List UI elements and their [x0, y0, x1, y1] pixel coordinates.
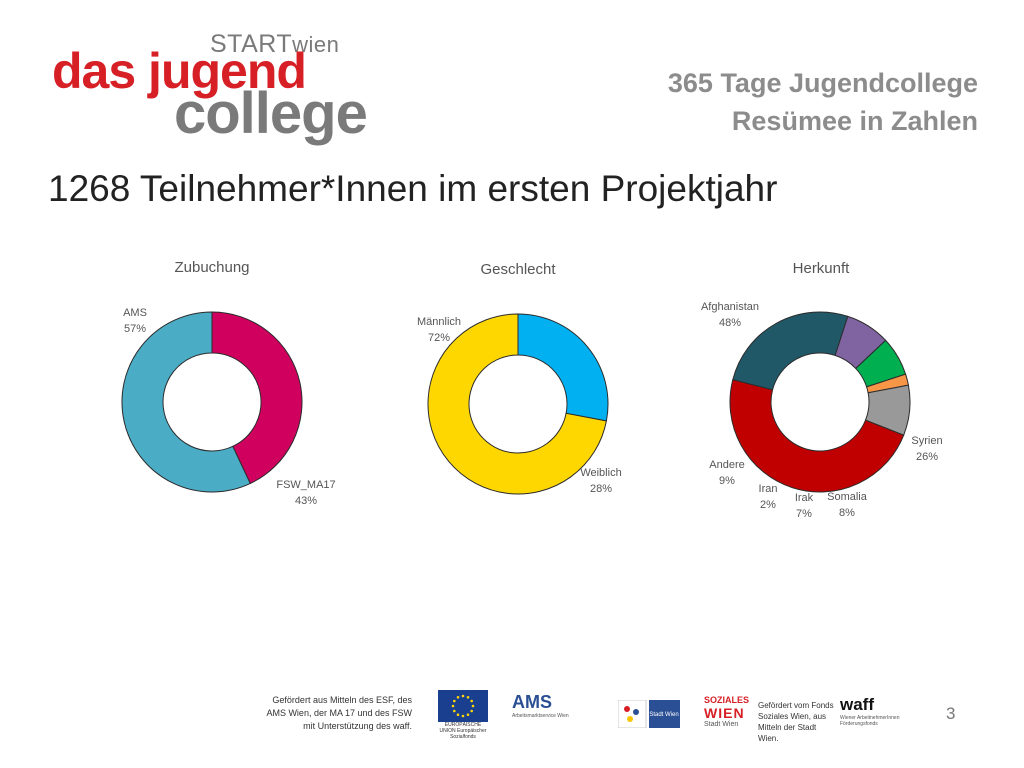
header-subtitle: 365 Tage Jugendcollege Resümee in Zahlen: [668, 64, 978, 140]
donut-slice-männlich: [427, 313, 607, 495]
waff-text: waff: [840, 695, 874, 714]
eu-logo: EUROPÄISCHE UNION Europäischer Sozialfon…: [438, 690, 488, 740]
sw-caption: Gefördert vom Fonds Soziales Wien, aus M…: [758, 701, 834, 743]
label-andere: Andere 9%: [709, 459, 745, 487]
chart-title-herkunft: Herkunft: [792, 260, 850, 277]
header-line-1: 365 Tage Jugendcollege: [667, 68, 978, 98]
donut-slice-ams: [121, 311, 251, 493]
stadt-wien-logos: Stadt Wien: [617, 699, 680, 729]
donut-slice-afghanistan: [729, 379, 905, 493]
waff-logo: waff Wiener ArbeitnehmerInnen Förderungs…: [840, 695, 910, 735]
logo-das-jugend: das jugend: [52, 43, 307, 99]
label-maennlich: Männlich 72%: [416, 316, 462, 344]
sw-text-1: SOZIALES: [704, 695, 750, 705]
label-syrien: Syrien 26%: [911, 435, 943, 463]
eu-caption: EUROPÄISCHE UNION Europäischer Sozialfon…: [439, 722, 487, 740]
label-irak: Irak 7%: [794, 492, 814, 520]
eu-flag-icon: [438, 690, 488, 722]
donut-slice-syrien: [732, 311, 849, 391]
ams-text: AMS: [512, 692, 552, 712]
page-number: 3: [946, 704, 956, 723]
soziales-wien-logo: SOZIALES WIEN Stadt Wien Gefördert vom F…: [704, 695, 834, 743]
label-afghanistan: Afghanistan 48%: [700, 301, 760, 329]
chart-title-geschlecht: Geschlecht: [480, 261, 556, 278]
funding-text: Gefördert aus Mitteln des ESF, des AMS W…: [266, 695, 412, 731]
waff-caption: Wiener ArbeitnehmerInnen Förderungsfonds: [840, 715, 900, 727]
svg-text:Stadt Wien: Stadt Wien: [649, 712, 678, 718]
donut-slice-fsw-ma17: [211, 311, 303, 485]
label-somalia: Somalia 8%: [827, 491, 867, 519]
label-weiblich: Weiblich 28%: [580, 467, 622, 495]
chart-title-zubuchung: Zubuchung: [174, 259, 250, 276]
page-title: 1268 Teilnehmer*Innen im ersten Projektj…: [48, 168, 778, 209]
header-line-2: Resümee in Zahlen: [731, 106, 978, 136]
logo-start-wien: STARTwien: [210, 30, 340, 58]
donut-slice-weiblich: [517, 313, 609, 422]
logo: STARTwien das jugend college: [52, 30, 372, 150]
sw-text-3: Stadt Wien: [704, 721, 739, 728]
ams-logo: AMS Arbeitsmarktservice Wien: [512, 692, 592, 732]
sw-text-2: WIEN: [704, 705, 745, 721]
label-iran: Iran 2%: [758, 483, 778, 511]
ams-caption: Arbeitsmarktservice Wien: [512, 713, 569, 719]
label-fsw-ma17: FSW_MA17 43%: [276, 479, 336, 507]
label-ams: AMS 57%: [123, 307, 147, 335]
donut-slice-andere: [864, 384, 911, 436]
logo-college: college: [174, 81, 368, 146]
